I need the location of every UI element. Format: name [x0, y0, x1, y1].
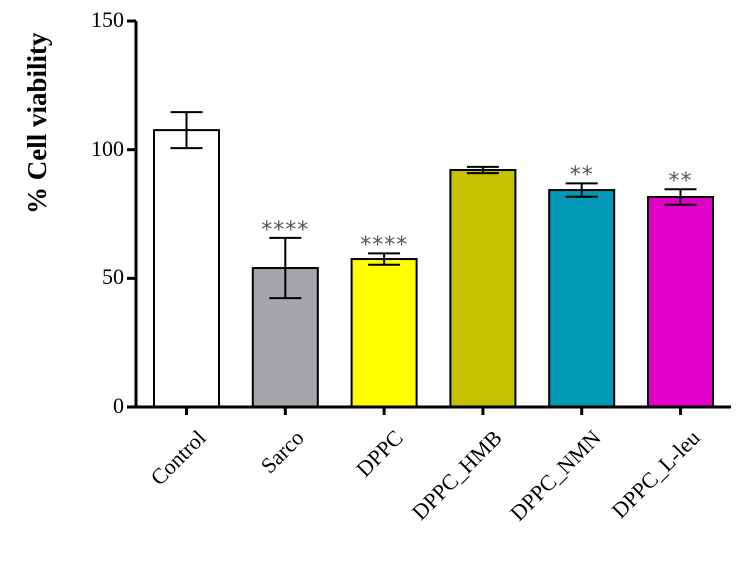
bar-dppc — [350, 258, 418, 408]
significance-marker: **** — [261, 217, 310, 243]
significance-marker: **** — [360, 233, 409, 259]
bar-dppc_hmb — [449, 168, 517, 408]
significance-marker: ** — [668, 169, 693, 195]
bar-dppc_l-leu — [647, 196, 714, 408]
y-axis-label: % Cell viability — [22, 32, 52, 215]
bar-control — [153, 129, 220, 408]
y-tick-label: 50 — [102, 264, 124, 290]
y-tick-label: 150 — [91, 7, 124, 32]
y-tick-label: 100 — [91, 135, 124, 161]
plot-area — [127, 19, 731, 415]
y-tick-label: 0 — [113, 393, 124, 418]
bar-chart: % Cell viability Control **** Sarco **** DPP… — [22, 7, 731, 526]
bar-dppc_nmn — [548, 189, 616, 408]
significance-marker: ** — [569, 163, 594, 189]
